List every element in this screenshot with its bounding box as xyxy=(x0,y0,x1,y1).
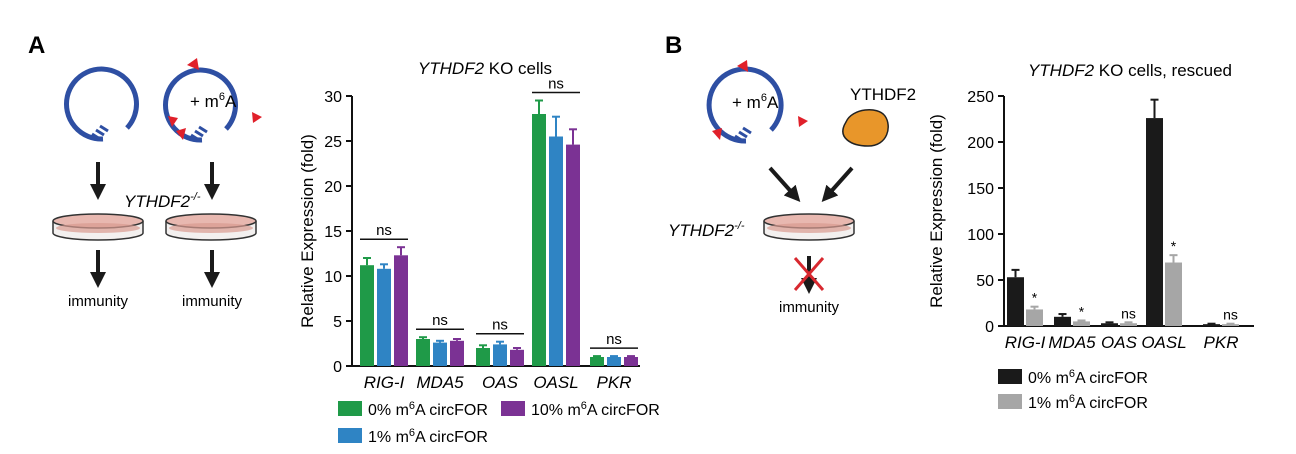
bar xyxy=(566,145,580,366)
legend-label: 0% m6A circFOR xyxy=(368,400,488,419)
significance-label: ns xyxy=(432,312,448,329)
y-tick-label: 25 xyxy=(324,134,342,151)
bar xyxy=(1007,277,1024,326)
m6a-label: + m6A xyxy=(732,92,779,112)
y-tick-label: 100 xyxy=(967,227,994,244)
chart-title: YTHDF2 KO cells, rescued xyxy=(1028,61,1232,80)
x-tick-label: OAS xyxy=(1101,333,1138,352)
y-axis-label: Relative Expression (fold) xyxy=(927,114,946,308)
m6a-tag-icon xyxy=(252,112,262,123)
x-tick-label: OASL xyxy=(533,373,578,392)
legend-swatch xyxy=(338,428,362,443)
x-tick-label: RIG-I xyxy=(1005,333,1046,352)
y-tick-label: 0 xyxy=(333,359,342,376)
significance-label: ns xyxy=(1223,307,1238,323)
m6a-tag-icon xyxy=(712,128,722,140)
y-tick-label: 150 xyxy=(967,181,994,198)
arrow-icon xyxy=(770,168,795,196)
culture-dish-icon xyxy=(53,214,143,240)
y-tick-label: 5 xyxy=(333,314,342,331)
outcome-label: immunity xyxy=(182,293,243,310)
significance-label: ns xyxy=(376,222,392,239)
y-tick-label: 30 xyxy=(324,89,342,106)
bar xyxy=(1165,263,1182,326)
m6a-tag-icon xyxy=(798,116,808,127)
bar xyxy=(510,350,524,366)
outcome-label: immunity xyxy=(68,293,129,310)
legend-label: 0% m6A circFOR xyxy=(1028,368,1148,387)
plasmid-m6a-icon: + m6A xyxy=(165,58,262,140)
bar xyxy=(1073,321,1090,326)
panel-a-letter: A xyxy=(28,32,45,59)
legend-label: 1% m6A circFOR xyxy=(1028,393,1148,412)
x-tick-label: MDA5 xyxy=(1048,333,1096,352)
legend-swatch xyxy=(998,394,1022,409)
x-tick-label: RIG-I xyxy=(364,373,405,392)
x-tick-label: PKR xyxy=(597,373,632,392)
bar xyxy=(549,137,563,367)
panel-b-schematic: B + m6A YTHDF2 YTHDF2-/- immunity xyxy=(665,32,916,316)
bar xyxy=(433,343,447,366)
bar xyxy=(1054,317,1071,326)
bar xyxy=(360,265,374,366)
chart-title: YTHDF2 KO cells xyxy=(418,59,552,78)
bar xyxy=(1101,323,1118,326)
genotype-label-b: YTHDF2-/- xyxy=(668,220,745,240)
x-tick-label: PKR xyxy=(1204,333,1239,352)
y-tick-label: 50 xyxy=(976,273,994,290)
y-tick-label: 20 xyxy=(324,179,342,196)
bar xyxy=(416,339,430,366)
plasmid-unmodified-icon xyxy=(66,69,136,139)
y-tick-label: 200 xyxy=(967,135,994,152)
bar xyxy=(607,357,621,366)
significance-label: ns xyxy=(606,331,622,348)
bar xyxy=(377,269,391,366)
y-tick-label: 15 xyxy=(324,224,342,241)
bar xyxy=(590,357,604,366)
panel-b-letter: B xyxy=(665,32,682,59)
arrow-icon xyxy=(827,168,852,196)
significance-label: * xyxy=(1032,290,1038,306)
y-axis-label: Relative Expression (fold) xyxy=(298,134,317,328)
m6a-label: + m6A xyxy=(190,91,237,111)
x-tick-label: MDA5 xyxy=(416,373,464,392)
y-tick-label: 250 xyxy=(967,89,994,106)
culture-dish-icon xyxy=(166,214,256,240)
bar xyxy=(394,255,408,366)
bar xyxy=(476,348,490,366)
chart-ko-cells-rescued: YTHDF2 KO cells, rescued 0 50 100 150 200 250 R… xyxy=(927,61,1254,412)
legend-label: 10% m6A circFOR xyxy=(531,400,660,419)
panel-a-schematic: A + m6A YTHDF2-/- xyxy=(28,32,262,310)
protein-label: YTHDF2 xyxy=(850,85,916,104)
genotype-label-a: YTHDF2-/- xyxy=(124,191,201,211)
bar xyxy=(1120,323,1137,326)
bar xyxy=(1146,118,1163,326)
legend-swatch xyxy=(338,401,362,416)
legend-label: 1% m6A circFOR xyxy=(368,427,488,446)
legend-swatch xyxy=(501,401,525,416)
significance-label: ns xyxy=(492,317,508,334)
y-tick-label: 0 xyxy=(985,319,994,336)
ythdf2-protein-icon xyxy=(843,110,888,146)
x-tick-label: OAS xyxy=(482,373,519,392)
chart-ko-cells: YTHDF2 KO cells 0 5 10 15 20 25 30 Relative Expr… xyxy=(298,59,660,446)
bar xyxy=(450,341,464,366)
culture-dish-icon xyxy=(764,214,854,240)
bar xyxy=(624,357,638,366)
significance-label: ns xyxy=(1121,305,1136,321)
significance-label: * xyxy=(1171,238,1177,254)
legend-swatch xyxy=(998,369,1022,384)
plasmid-m6a-icon: + m6A xyxy=(709,60,808,141)
bar xyxy=(493,344,507,366)
bar xyxy=(532,114,546,366)
bar xyxy=(1026,309,1043,326)
significance-label: ns xyxy=(548,76,564,93)
outcome-label: immunity xyxy=(779,299,840,316)
x-tick-label: OASL xyxy=(1141,333,1186,352)
significance-label: * xyxy=(1079,303,1085,319)
y-tick-label: 10 xyxy=(324,269,342,286)
